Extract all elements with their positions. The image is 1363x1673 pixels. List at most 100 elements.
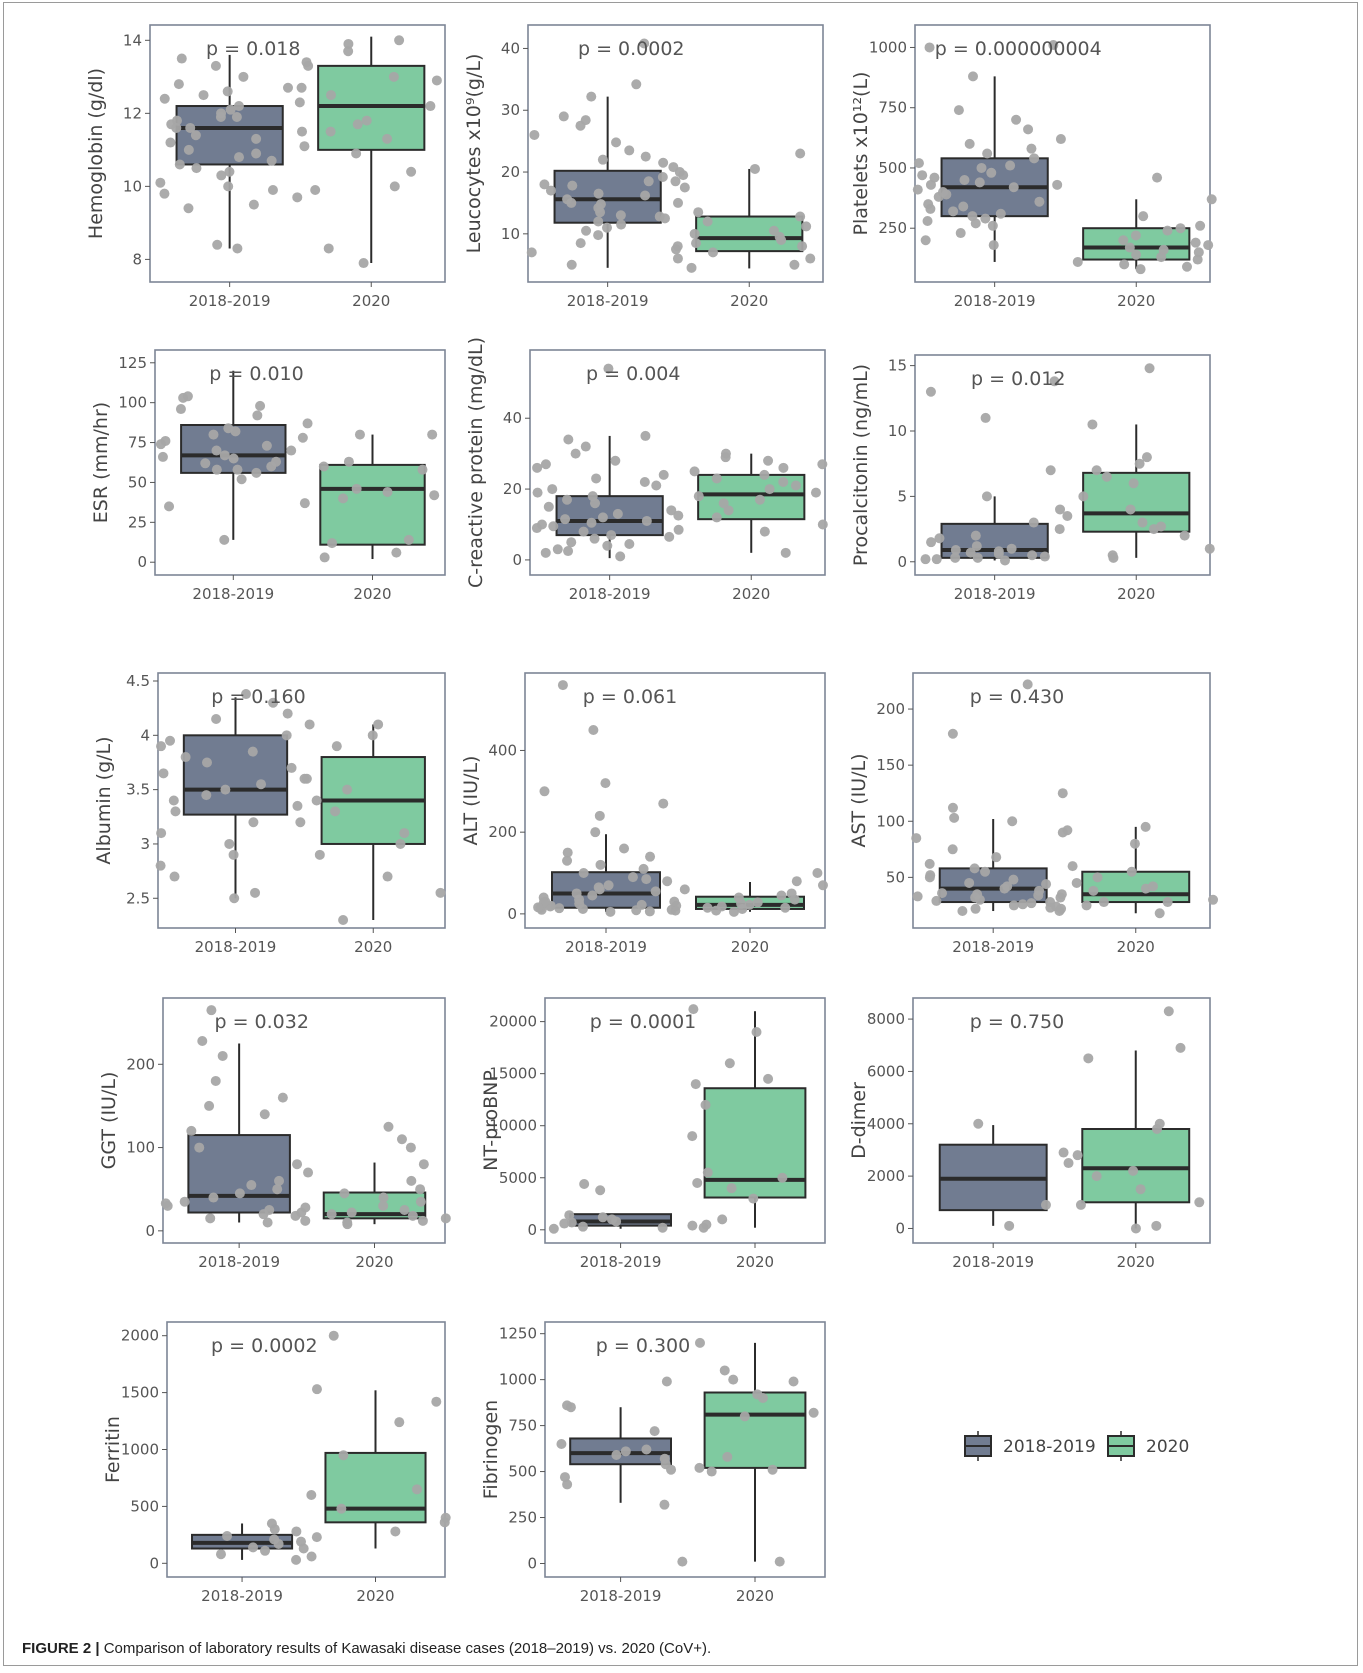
- data-point: [361, 115, 372, 126]
- data-point: [201, 757, 212, 768]
- data-point: [778, 476, 789, 487]
- data-point: [728, 1374, 739, 1385]
- data-point: [669, 896, 680, 907]
- data-point: [210, 1075, 221, 1086]
- data-point: [950, 552, 961, 563]
- data-point: [228, 453, 239, 464]
- data-point: [964, 877, 975, 888]
- y-tick-label: 3.5: [126, 781, 150, 799]
- x-tick-label: 2018-2019: [954, 585, 1036, 603]
- data-point: [351, 483, 362, 494]
- data-point: [581, 225, 592, 236]
- data-point: [552, 544, 563, 555]
- data-point: [156, 828, 167, 839]
- data-point: [702, 216, 713, 227]
- data-point: [1004, 1220, 1015, 1231]
- data-point: [934, 533, 945, 544]
- data-point: [1128, 1165, 1139, 1176]
- y-axis-label: Platelets x10¹²(L): [850, 72, 872, 236]
- data-point: [965, 547, 976, 558]
- data-point: [204, 1100, 215, 1111]
- data-point: [1008, 874, 1019, 885]
- data-point: [222, 1530, 233, 1541]
- data-point: [536, 519, 547, 530]
- data-point: [532, 462, 543, 473]
- data-point: [319, 552, 330, 563]
- data-point: [378, 1200, 389, 1211]
- data-point: [578, 526, 589, 537]
- data-point: [394, 1417, 405, 1428]
- data-point: [700, 1099, 711, 1110]
- data-point: [248, 817, 259, 828]
- data-point: [587, 491, 598, 502]
- data-point: [562, 847, 573, 858]
- data-point: [1137, 517, 1148, 528]
- data-point: [211, 445, 222, 456]
- data-point: [382, 133, 393, 144]
- data-point: [354, 429, 365, 440]
- data-point: [351, 148, 362, 159]
- data-point: [722, 1451, 733, 1462]
- x-tick-label: 2018-2019: [201, 1587, 283, 1605]
- data-point: [292, 192, 303, 203]
- data-point: [297, 126, 308, 137]
- data-point: [179, 1196, 190, 1207]
- data-point: [912, 891, 923, 902]
- data-point: [403, 534, 414, 545]
- data-point: [1158, 244, 1169, 255]
- data-point: [266, 1518, 277, 1529]
- data-point: [252, 410, 263, 421]
- data-point: [303, 1167, 314, 1178]
- data-point: [1175, 1042, 1186, 1053]
- data-point: [210, 60, 221, 71]
- data-point: [686, 262, 697, 273]
- chart-panel-7: 2.5 3 3.5 4 4.5 2018-2019 2020 Albumin (g/L) p =…: [93, 672, 446, 956]
- data-point: [958, 201, 969, 212]
- data-point: [563, 546, 574, 557]
- data-point: [1045, 902, 1056, 913]
- data-point: [539, 179, 550, 190]
- data-point: [595, 859, 606, 870]
- data-point: [303, 60, 314, 71]
- data-point: [788, 1376, 799, 1387]
- data-point: [563, 434, 574, 445]
- data-point: [294, 97, 305, 108]
- data-point: [295, 817, 306, 828]
- data-point: [272, 1184, 283, 1195]
- data-point: [1034, 196, 1045, 207]
- x-tick-label: 2018-2019: [198, 1253, 280, 1271]
- data-point: [957, 906, 968, 917]
- data-point: [1041, 879, 1052, 890]
- data-point: [805, 253, 816, 264]
- data-point: [173, 79, 184, 90]
- data-point: [231, 111, 242, 122]
- data-point: [282, 708, 293, 719]
- figure-caption: FIGURE 2 | Comparison of laboratory resu…: [22, 1640, 711, 1657]
- data-point: [980, 213, 991, 224]
- legend: 2018-2019 2020: [964, 1431, 1189, 1461]
- data-point: [1156, 521, 1167, 532]
- data-point: [399, 1205, 410, 1216]
- data-point: [158, 768, 169, 779]
- data-point: [1195, 220, 1206, 231]
- data-point: [1056, 889, 1067, 900]
- data-point: [168, 795, 179, 806]
- data-point: [1063, 1158, 1074, 1169]
- data-point: [812, 868, 823, 879]
- data-point: [223, 181, 234, 192]
- data-point: [1128, 478, 1139, 489]
- data-point: [677, 1556, 688, 1567]
- data-point: [603, 363, 614, 374]
- data-point: [578, 868, 589, 879]
- data-point: [1092, 872, 1103, 883]
- data-point: [605, 906, 616, 917]
- data-point: [689, 228, 700, 239]
- data-point: [973, 1118, 984, 1129]
- data-point: [971, 541, 982, 552]
- data-point: [1125, 504, 1136, 515]
- y-axis-label: AST (IU/L): [848, 753, 870, 847]
- data-point: [539, 786, 550, 797]
- data-point: [562, 855, 573, 866]
- data-point: [1101, 471, 1112, 482]
